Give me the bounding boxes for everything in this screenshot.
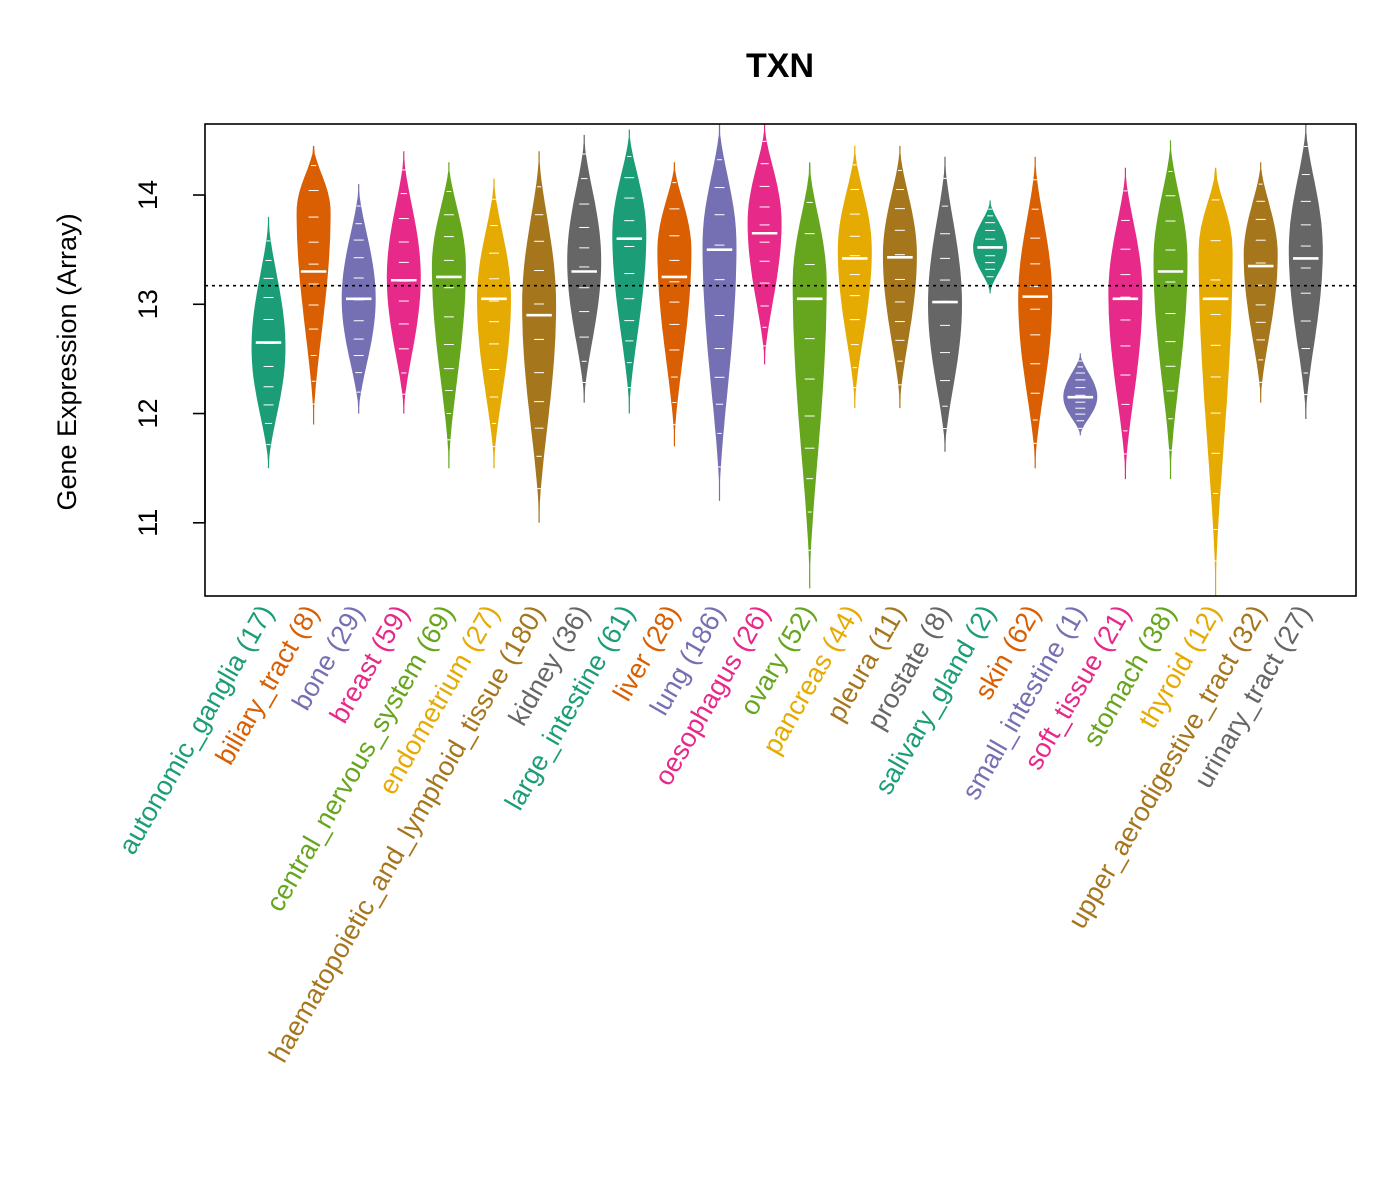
violin-body xyxy=(522,151,557,523)
violin-group xyxy=(386,151,421,414)
violin-body xyxy=(567,134,602,403)
violin-group xyxy=(747,124,782,365)
violin-group xyxy=(837,145,872,409)
violins xyxy=(251,124,1323,596)
violin-body xyxy=(612,129,647,414)
violin-body xyxy=(1198,167,1233,596)
y-tick-label: 13 xyxy=(133,289,163,319)
violin-body xyxy=(1063,353,1098,436)
violin-group xyxy=(567,134,602,403)
violin-group xyxy=(1288,124,1323,419)
violin-body xyxy=(837,145,872,409)
violin-group xyxy=(1243,162,1278,403)
x-axis-labels: autonomic_ganglia (17)biliary_tract (8)b… xyxy=(113,600,1317,1067)
violin-group xyxy=(1153,140,1188,480)
violin-body xyxy=(882,145,917,409)
violin-group xyxy=(973,200,1008,294)
y-axis: 11 12 13 14 xyxy=(133,180,206,537)
violin-group xyxy=(1018,156,1053,469)
violin-body xyxy=(792,162,827,589)
chart-title: TXN xyxy=(746,47,814,85)
violin-group xyxy=(612,129,647,414)
violin-body xyxy=(1288,124,1323,419)
violin-group xyxy=(251,216,286,469)
violin-group xyxy=(296,145,331,425)
violin-body xyxy=(386,151,421,414)
violin-group xyxy=(522,151,557,523)
violin-body xyxy=(1108,167,1143,480)
violin-body xyxy=(477,178,511,469)
y-tick-label: 12 xyxy=(133,399,163,429)
violin-group xyxy=(792,162,827,589)
y-axis-label: Gene Expression (Array) xyxy=(52,213,82,510)
violin-body xyxy=(431,162,466,469)
violin-group xyxy=(1198,167,1233,596)
violin-body xyxy=(928,156,962,452)
violin-body xyxy=(1243,162,1278,403)
plot-frame xyxy=(204,123,1357,597)
violin-body xyxy=(1018,156,1053,469)
violin-body xyxy=(747,124,782,365)
violin-group xyxy=(702,124,737,501)
violin-body xyxy=(296,145,331,425)
violin-group xyxy=(1063,353,1098,436)
violin-body xyxy=(702,124,737,501)
violin-group xyxy=(1108,167,1143,480)
violin-group xyxy=(477,178,511,469)
violin-body xyxy=(1153,140,1188,480)
violin-group xyxy=(657,162,692,447)
y-tick-label: 11 xyxy=(133,509,163,537)
violin-group xyxy=(341,184,376,414)
y-tick-label: 14 xyxy=(133,180,163,210)
violin-body xyxy=(657,162,692,447)
violin-group xyxy=(882,145,917,409)
violin-group xyxy=(431,162,466,469)
violin-group xyxy=(928,156,962,452)
